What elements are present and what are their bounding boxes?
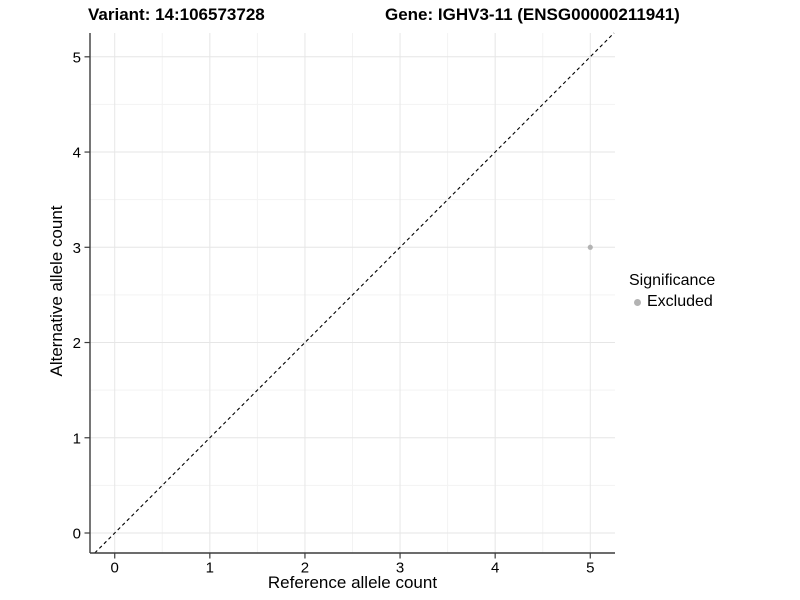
x-axis-label: Reference allele count — [267, 573, 438, 592]
legend: Significance Excluded — [629, 272, 715, 311]
x-tick-label: 5 — [586, 560, 594, 577]
excluded-point-icon — [634, 298, 641, 306]
x-tick-label: 1 — [206, 560, 214, 577]
gene-title: Gene: IGHV3-11 (ENSG00000211941) — [385, 5, 680, 24]
y-tick-label: 3 — [73, 240, 81, 257]
identity-line — [94, 32, 615, 554]
y-tick-label: 0 — [73, 526, 81, 543]
legend-title: Significance — [629, 272, 716, 289]
data-point — [587, 244, 593, 250]
x-tick-label: 0 — [111, 560, 119, 577]
x-tick-label: 4 — [491, 560, 499, 577]
y-tick-label: 2 — [73, 335, 81, 352]
y-axis-label: Alternative allele count — [47, 205, 66, 377]
y-tick-label: 5 — [73, 49, 81, 66]
variant-title: Variant: 14:106573728 — [88, 5, 265, 24]
y-tick-label: 1 — [73, 430, 81, 447]
legend-entry-label: Excluded — [647, 293, 713, 310]
x-tick-label: 3 — [396, 560, 404, 577]
legend-entry-excluded: Excluded — [629, 293, 715, 311]
x-tick-label: 2 — [301, 560, 309, 577]
y-tick-label: 4 — [73, 145, 81, 162]
